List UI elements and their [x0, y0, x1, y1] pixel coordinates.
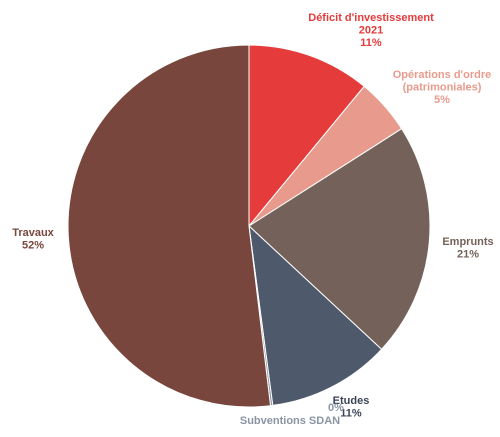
pie-slice-5	[67, 44, 272, 408]
slice-label-1: Opérations d'ordre (patrimoniales)	[393, 69, 492, 94]
pie-slice-0	[248, 44, 365, 228]
slice-pct-label-4: 0%	[328, 402, 344, 414]
slice-label-4: Subventions SDAN	[240, 415, 340, 427]
pie-slice-2	[248, 128, 431, 350]
slice-label-0: Déficit d'investissement 2021	[308, 12, 434, 37]
slice-label-5: Travaux	[12, 227, 54, 239]
pie-slice-3	[248, 224, 383, 406]
slice-pct-label-1: 5%	[434, 94, 450, 106]
slice-label-2: Emprunts	[442, 236, 493, 248]
slice-pct-label-2: 21%	[457, 249, 479, 261]
pie-slices	[67, 44, 431, 408]
slice-pct-label-3: 11%	[340, 408, 362, 420]
slice-labels: Déficit d'investissement 202111%Opération…	[12, 12, 493, 427]
slice-pct-label-5: 52%	[22, 240, 44, 252]
slice-label-3: Etudes	[333, 395, 370, 407]
slice-pct-label-0: 11%	[360, 37, 382, 49]
